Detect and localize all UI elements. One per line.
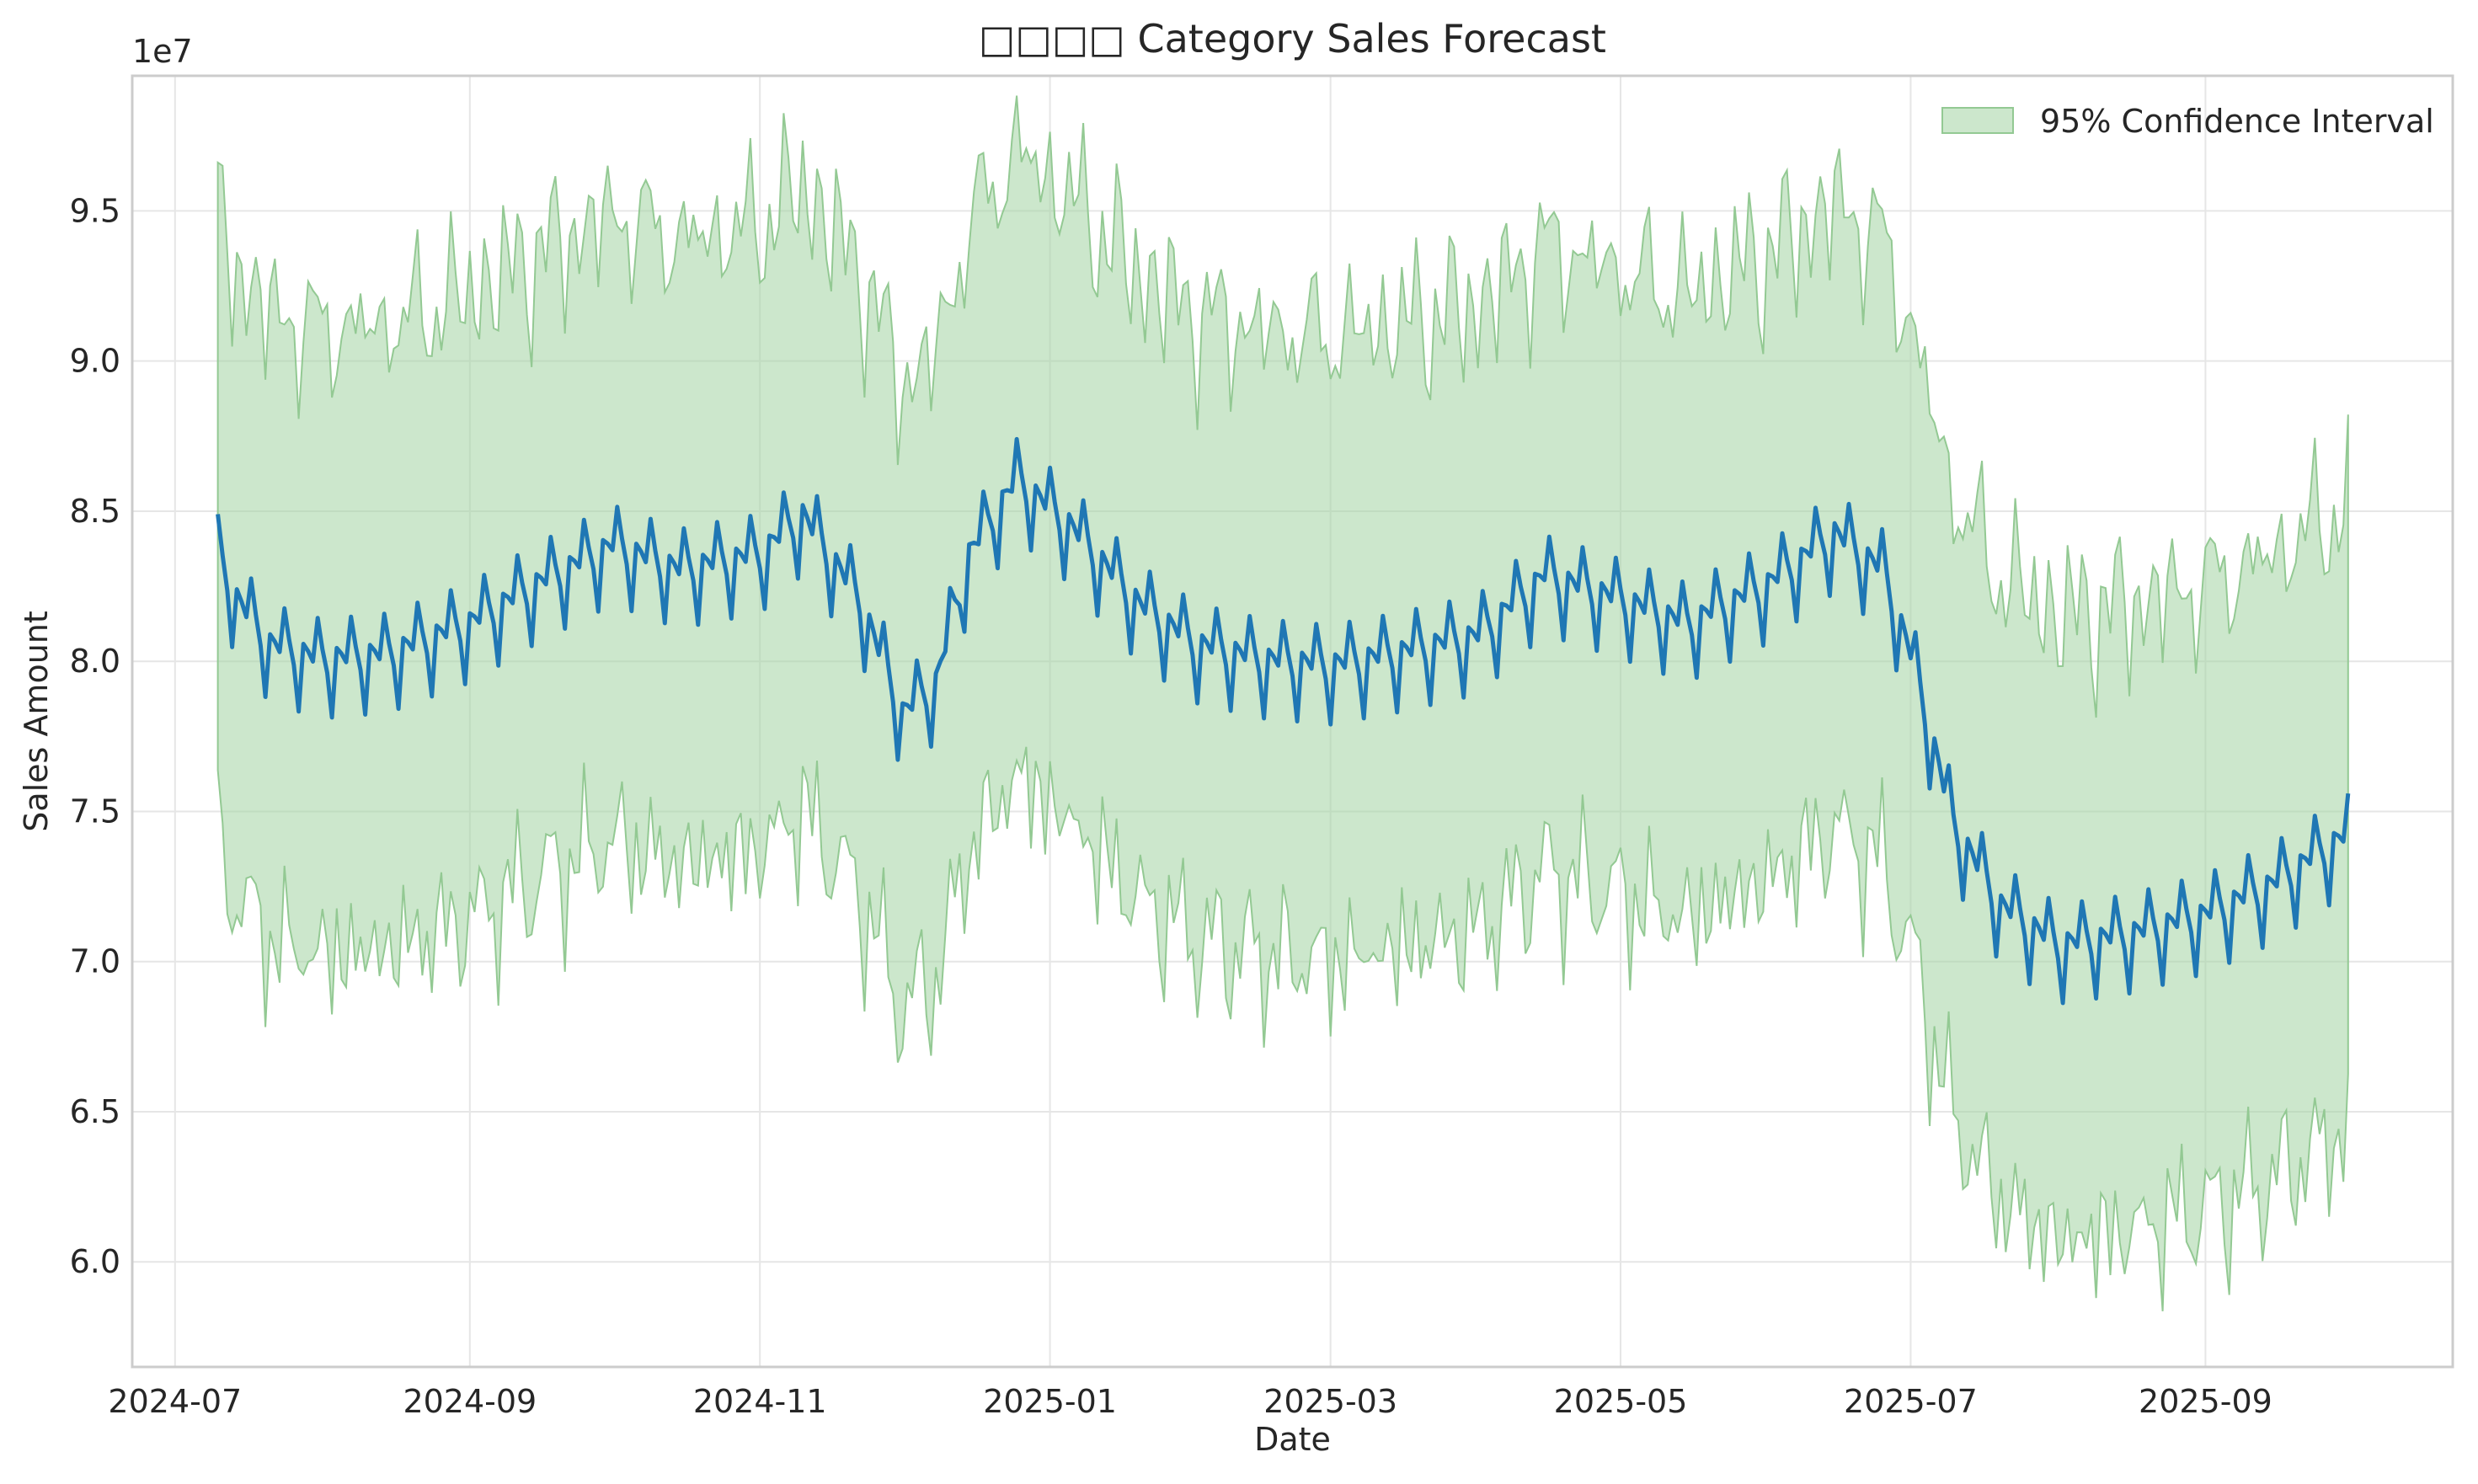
plot-area-frame: [131, 74, 2454, 1369]
y-tick-label: 6.0: [70, 1243, 120, 1280]
y-tick-label: 7.5: [70, 793, 120, 830]
x-tick-label: 2024-07: [108, 1383, 242, 1420]
y-tick-label: 7.0: [70, 943, 120, 980]
legend-label-confidence-interval: 95% Confidence Interval: [2040, 103, 2434, 140]
y-tick-label: 9.5: [70, 192, 120, 229]
y-tick-label: 6.5: [70, 1093, 120, 1130]
y-axis-title: Sales Amount: [18, 611, 55, 832]
x-tick-label: 2024-09: [403, 1383, 537, 1420]
x-axis-title: Date: [1254, 1421, 1331, 1458]
y-axis-ticks: 6.0 6.5 7.0 7.5 8.0 8.5 9.0 9.5: [70, 192, 120, 1280]
x-axis-ticks: 2024-07 2024-09 2024-11 2025-01 2025-03 2025-…: [108, 1383, 2272, 1420]
y-tick-label: 8.5: [70, 493, 120, 530]
x-tick-label: 2025-03: [1263, 1383, 1397, 1420]
y-tick-label: 8.0: [70, 643, 120, 680]
x-tick-label: 2024-11: [693, 1383, 827, 1420]
x-tick-label: 2025-07: [1844, 1383, 1978, 1420]
y-axis-offset-label: 1e7: [132, 33, 193, 70]
legend: 95% Confidence Interval: [1941, 103, 2434, 140]
forecast-line: [216, 436, 2351, 1006]
y-tick-label: 9.0: [70, 343, 120, 380]
x-tick-label: 2025-01: [983, 1383, 1117, 1420]
legend-swatch-confidence-interval: [1941, 107, 2014, 134]
x-tick-label: 2025-05: [1554, 1383, 1688, 1420]
confidence-interval-band: [216, 95, 2349, 1311]
chart-title: □□□□ Category Sales Forecast: [979, 16, 1606, 61]
x-tick-label: 2025-09: [2139, 1383, 2272, 1420]
